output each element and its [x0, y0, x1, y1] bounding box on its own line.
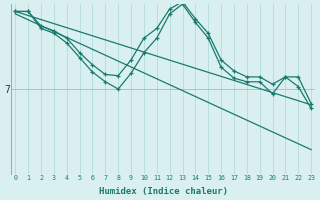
- X-axis label: Humidex (Indice chaleur): Humidex (Indice chaleur): [99, 187, 228, 196]
